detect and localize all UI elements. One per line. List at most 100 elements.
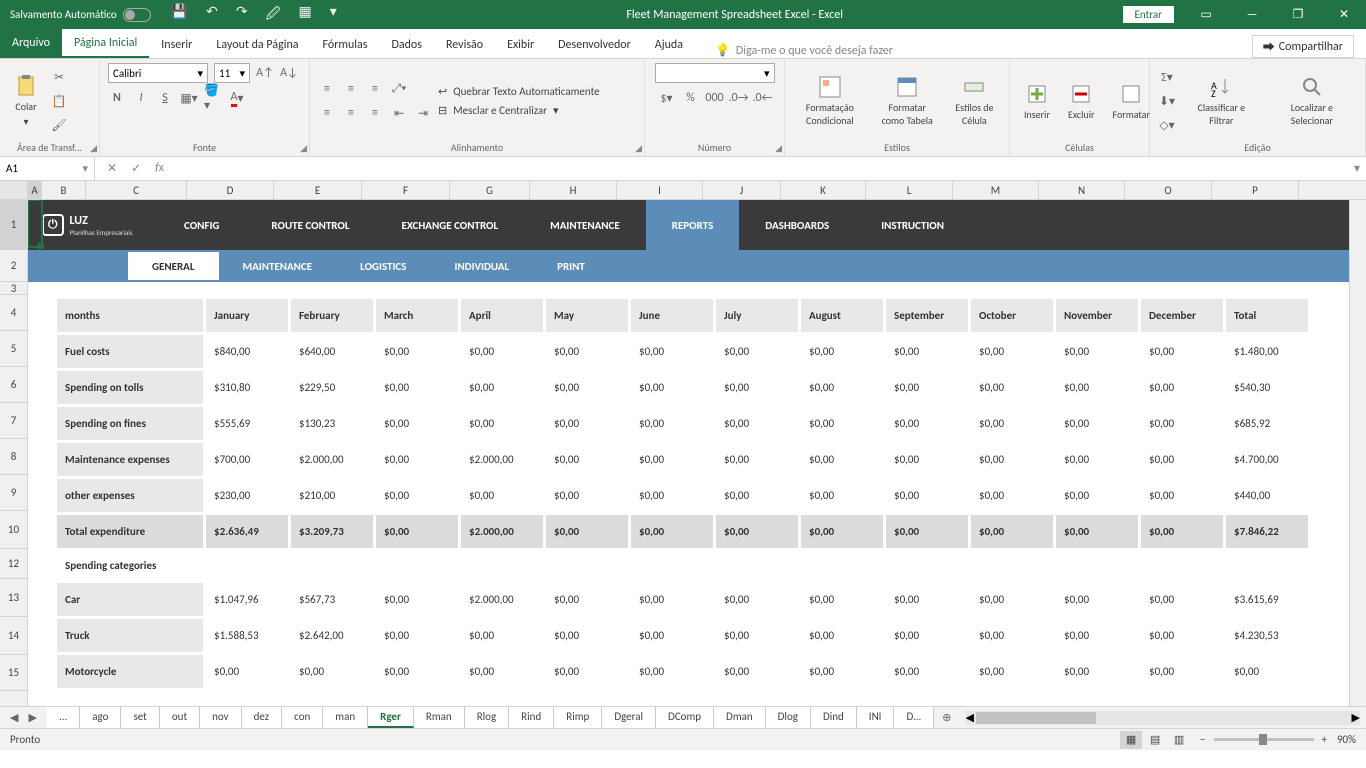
font-name-combo[interactable]: Calibri▾: [108, 63, 208, 83]
increase-indent-icon[interactable]: ⇥: [414, 104, 432, 122]
zoom-slider[interactable]: [1214, 738, 1314, 741]
sheet-nav-next-icon[interactable]: ▶: [28, 711, 36, 724]
underline-icon[interactable]: S: [156, 89, 174, 107]
subnav-item[interactable]: MAINTENANCE: [219, 252, 337, 280]
row-header[interactable]: 2: [0, 250, 27, 282]
column-header[interactable]: F: [362, 181, 450, 199]
align-right-icon[interactable]: ≡: [366, 104, 384, 122]
align-middle-icon[interactable]: ≡: [342, 80, 360, 98]
ribbon-display-icon[interactable]: ▭: [1184, 0, 1228, 29]
row-header[interactable]: 5: [0, 331, 27, 367]
sheet-nav-prev-icon[interactable]: ◀: [10, 711, 18, 724]
sheet-tab[interactable]: Dman: [714, 707, 766, 728]
dialog-launcher-icon[interactable]: ◢: [775, 143, 782, 154]
column-header[interactable]: J: [703, 181, 781, 199]
format-as-table-button[interactable]: Formatar como Tabela: [873, 73, 942, 129]
clear-icon[interactable]: ◇▾: [1158, 116, 1176, 134]
enter-formula-icon[interactable]: ✓: [131, 161, 141, 176]
accounting-format-icon[interactable]: $▾: [658, 89, 676, 107]
delete-cells-button[interactable]: Excluir: [1062, 80, 1101, 123]
sheet-tab[interactable]: out: [160, 707, 200, 728]
comma-icon[interactable]: 000: [706, 89, 724, 107]
sheet-tab[interactable]: nov: [200, 707, 242, 728]
tab-formulas[interactable]: Fórmulas: [311, 32, 380, 58]
find-select-button[interactable]: Localizar e Selecionar: [1267, 73, 1357, 129]
undo-icon[interactable]: ↶: [206, 3, 218, 27]
tab-help[interactable]: Ajuda: [643, 32, 695, 58]
bold-icon[interactable]: N: [108, 89, 126, 107]
page-break-view-icon[interactable]: ▥: [1168, 731, 1190, 749]
column-header[interactable]: C: [86, 181, 187, 199]
tab-developer[interactable]: Desenvolvedor: [546, 32, 643, 58]
sheet-tab[interactable]: DComp: [656, 707, 714, 728]
nav-item[interactable]: INSTRUCTION: [855, 200, 970, 250]
italic-icon[interactable]: I: [132, 89, 150, 107]
toggle-switch-icon[interactable]: [123, 8, 151, 22]
name-box[interactable]: A1▾: [0, 157, 95, 180]
tab-view[interactable]: Exibir: [495, 32, 546, 58]
tab-insert[interactable]: Inserir: [149, 32, 204, 58]
zoom-level[interactable]: 90%: [1337, 733, 1356, 746]
tell-me-search[interactable]: 💡 Diga-me o que você deseja fazer: [715, 43, 893, 58]
maximize-icon[interactable]: ❐: [1276, 0, 1320, 29]
format-cells-button[interactable]: Formatar: [1107, 80, 1156, 123]
row-header[interactable]: 14: [0, 617, 27, 655]
cut-icon[interactable]: ✂: [50, 68, 68, 86]
minimize-icon[interactable]: —: [1230, 0, 1274, 29]
sheet-tab[interactable]: Rimp: [554, 707, 602, 728]
sheet-tab[interactable]: Dlog: [766, 707, 811, 728]
nav-item[interactable]: MAINTENANCE: [524, 200, 646, 250]
tab-home[interactable]: Página Inicial: [62, 30, 149, 58]
cancel-formula-icon[interactable]: ✕: [107, 161, 117, 176]
decrease-font-icon[interactable]: A↓: [280, 64, 298, 82]
column-header[interactable]: I: [617, 181, 703, 199]
cell-styles-button[interactable]: Estilos de Célula: [948, 73, 1001, 129]
row-header[interactable]: 4: [0, 295, 27, 331]
row-header[interactable]: 7: [0, 403, 27, 439]
increase-font-icon[interactable]: A↑: [256, 64, 274, 82]
column-header[interactable]: P: [1212, 181, 1299, 199]
dialog-launcher-icon[interactable]: ◢: [300, 143, 307, 154]
row-header[interactable]: 15: [0, 655, 27, 691]
fx-icon[interactable]: fx: [155, 161, 164, 176]
nav-item[interactable]: CONFIG: [158, 200, 245, 250]
row-header[interactable]: 6: [0, 367, 27, 403]
qat-dropdown-icon[interactable]: ▾: [330, 3, 337, 27]
sheet-tab[interactable]: Dgeral: [602, 707, 656, 728]
redo-icon[interactable]: ↷: [236, 3, 248, 27]
tab-layout[interactable]: Layout da Página: [204, 32, 310, 58]
zoom-in-icon[interactable]: +: [1322, 733, 1327, 746]
nav-item[interactable]: EXCHANGE CONTROL: [375, 200, 524, 250]
sheet-tab[interactable]: Rman: [414, 707, 465, 728]
align-center-icon[interactable]: ≡: [342, 104, 360, 122]
nav-item[interactable]: DASHBOARDS: [739, 200, 855, 250]
column-header[interactable]: K: [781, 181, 866, 199]
fill-icon[interactable]: ⬇▾: [1158, 92, 1176, 110]
vertical-scrollbar[interactable]: [1349, 200, 1366, 706]
format-painter-icon[interactable]: 🖌: [50, 116, 68, 134]
sheet-tab[interactable]: con: [282, 707, 323, 728]
subnav-item[interactable]: LOGISTICS: [336, 252, 430, 280]
font-size-combo[interactable]: 11▾: [214, 63, 250, 83]
sheet-tab[interactable]: ...: [47, 707, 80, 728]
sheet-tab[interactable]: D...: [894, 707, 934, 728]
row-header[interactable]: 12: [0, 549, 27, 579]
percent-icon[interactable]: %: [682, 89, 700, 107]
sheet-tab[interactable]: INI: [857, 707, 895, 728]
autosave-toggle[interactable]: Salvamento Automático: [0, 8, 161, 22]
sheet-tab[interactable]: Rind: [509, 707, 554, 728]
save-icon[interactable]: 💾: [171, 3, 188, 27]
zoom-out-icon[interactable]: −: [1200, 733, 1205, 746]
page-layout-view-icon[interactable]: ▤: [1144, 731, 1166, 749]
insert-cells-button[interactable]: Inserir: [1018, 80, 1056, 123]
fill-color-icon[interactable]: 🪣▾: [204, 89, 222, 107]
merge-center-button[interactable]: ⊟Mesclar e Centralizar▾: [438, 104, 600, 117]
autosum-icon[interactable]: Σ▾: [1158, 68, 1176, 86]
column-header[interactable]: N: [1039, 181, 1125, 199]
column-header[interactable]: M: [953, 181, 1039, 199]
column-header[interactable]: A: [28, 181, 42, 199]
row-header[interactable]: 3: [0, 282, 27, 295]
dialog-launcher-icon[interactable]: ◢: [90, 143, 97, 154]
touch-mode-icon[interactable]: 🖉: [266, 3, 281, 27]
sheet-tab[interactable]: dez: [242, 707, 283, 728]
